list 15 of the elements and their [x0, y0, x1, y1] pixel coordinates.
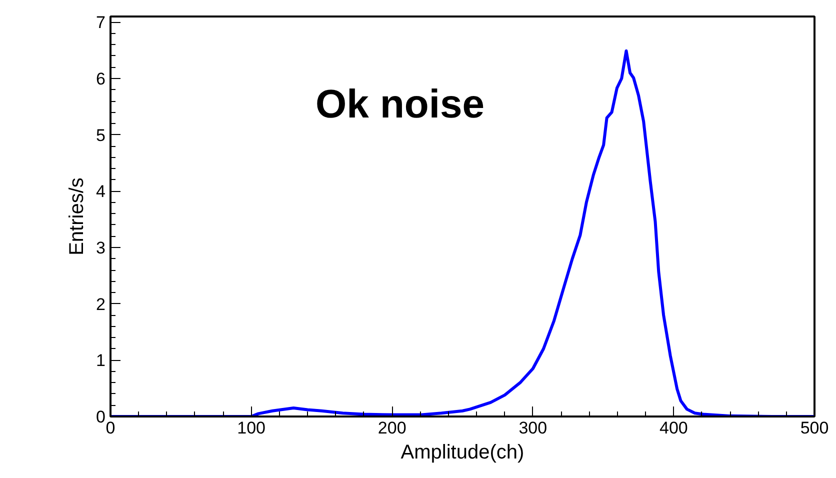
- x-tick-label: 500: [800, 418, 829, 438]
- x-tick-label: 100: [237, 418, 266, 438]
- y-tick-label: 3: [96, 238, 106, 258]
- y-tick-label: 2: [96, 294, 106, 314]
- x-axis-title: Amplitude(ch): [400, 442, 524, 464]
- y-tick-label: 4: [96, 182, 106, 202]
- y-tick-label: 1: [96, 351, 106, 370]
- y-tick-label: 5: [96, 126, 106, 145]
- annotation: Ok noise: [316, 82, 484, 126]
- x-tick-label: 200: [378, 418, 406, 438]
- y-tick-label: 6: [96, 69, 106, 88]
- y-axis-title: Entries/s: [66, 178, 88, 256]
- x-tick-label: 400: [660, 418, 688, 438]
- x-tick-label: 300: [518, 418, 548, 438]
- y-tick-label: 7: [96, 13, 106, 32]
